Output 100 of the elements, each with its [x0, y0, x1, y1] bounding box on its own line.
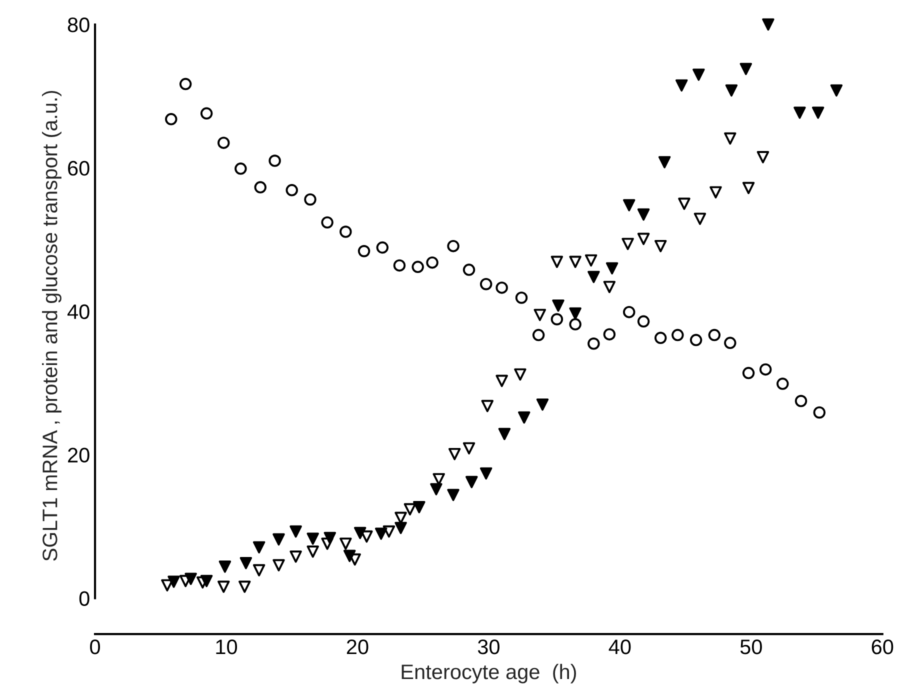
point [830, 84, 843, 97]
y-tick-label: 40 [67, 304, 90, 320]
point [404, 503, 416, 516]
point [184, 572, 197, 585]
point [304, 193, 316, 206]
point [413, 501, 426, 514]
point [354, 526, 366, 540]
point [234, 162, 247, 175]
point [776, 378, 789, 390]
point [168, 576, 180, 588]
point [426, 256, 438, 269]
point [552, 300, 564, 312]
point [637, 232, 650, 246]
point [376, 241, 389, 254]
point [412, 260, 424, 274]
point [794, 106, 806, 119]
point [272, 559, 285, 572]
point [200, 107, 213, 120]
y-tick-label: 20 [68, 448, 90, 463]
point [812, 106, 824, 119]
y-tick-label: 60 [68, 160, 90, 176]
y-tick-label: 0 [79, 591, 90, 606]
point [340, 226, 352, 238]
point [466, 476, 478, 488]
point [813, 406, 826, 419]
point [382, 525, 396, 538]
point [430, 483, 442, 496]
y-axis-title: SGLT1 mRNA , protein and glucose transport (a.u.) [42, 90, 62, 561]
point [742, 182, 755, 194]
point [637, 315, 650, 328]
point [496, 374, 508, 388]
point [724, 336, 736, 350]
point [759, 363, 772, 376]
point [218, 580, 230, 593]
point [654, 240, 667, 252]
point [358, 245, 370, 258]
point [481, 400, 494, 412]
point [374, 528, 388, 540]
point [569, 256, 582, 268]
point [394, 522, 407, 534]
point [678, 198, 690, 210]
point [518, 411, 530, 424]
x-axis-title: Enterocyte age (h) [402, 664, 576, 684]
point [622, 199, 636, 212]
x-tick-label: 30 [478, 640, 500, 654]
point [496, 282, 508, 294]
point [658, 156, 671, 168]
point [480, 467, 492, 480]
point [740, 62, 752, 76]
point [569, 307, 582, 320]
x-tick-label: 60 [872, 640, 894, 654]
x-tick-label: 0 [90, 640, 100, 654]
point [306, 532, 319, 545]
point [622, 306, 636, 318]
y-tick-label: 80 [68, 18, 90, 32]
point [672, 328, 684, 342]
point [532, 328, 545, 342]
point [447, 240, 460, 252]
point [179, 78, 192, 90]
point [238, 580, 251, 593]
point [534, 308, 546, 322]
point [724, 132, 736, 145]
point [550, 313, 564, 326]
point [324, 532, 336, 544]
point [218, 560, 232, 573]
point [498, 428, 511, 440]
x-tick-label: 10 [216, 640, 238, 654]
point [272, 533, 285, 546]
point [588, 338, 600, 350]
point [200, 574, 213, 588]
x-tick-label: 20 [346, 640, 368, 654]
point [794, 394, 808, 408]
point [290, 550, 302, 563]
point [762, 18, 774, 31]
point [550, 256, 564, 268]
point [321, 216, 334, 229]
point [606, 262, 618, 274]
point [515, 292, 528, 304]
point [343, 550, 356, 562]
point [756, 151, 770, 164]
point [569, 318, 582, 330]
point [692, 68, 705, 81]
point [340, 538, 352, 550]
point [536, 398, 549, 411]
point [675, 79, 688, 92]
point [603, 328, 616, 340]
point [218, 136, 230, 149]
point [393, 259, 406, 272]
x-tick-label: 50 [740, 640, 762, 654]
point [708, 328, 721, 342]
point [514, 368, 526, 381]
point [290, 525, 302, 538]
point [637, 208, 650, 221]
point [462, 442, 476, 454]
point [584, 254, 598, 267]
point [447, 488, 460, 502]
point [252, 564, 266, 576]
point [622, 238, 634, 250]
point [654, 332, 667, 344]
point [268, 154, 281, 167]
